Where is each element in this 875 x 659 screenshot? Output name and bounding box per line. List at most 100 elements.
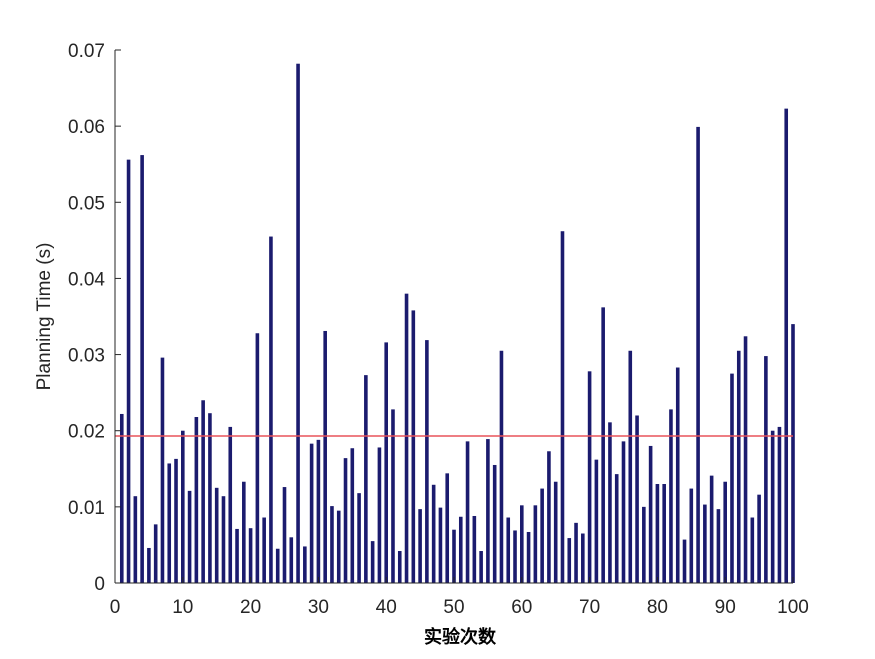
x-tick-label: 70: [579, 597, 600, 618]
bar-3: [133, 496, 138, 583]
bar-37: [364, 375, 368, 583]
bar-95: [757, 494, 761, 583]
bar-77: [635, 415, 639, 583]
bar-98: [777, 426, 782, 583]
y-tick-label: 0.05: [68, 193, 105, 214]
bar-91: [730, 373, 734, 583]
bar-21: [255, 333, 260, 583]
bar-36: [357, 493, 361, 583]
bar-44: [411, 310, 416, 583]
x-ticks-group: 0 10 20 30 40 50 60 70 80 90 100: [110, 577, 809, 618]
bar-8: [167, 463, 172, 583]
bar-10: [181, 430, 185, 583]
bar-61: [526, 531, 531, 583]
bar-84: [682, 539, 687, 583]
bar-7: [160, 357, 165, 583]
x-tick-label: 30: [308, 597, 329, 618]
bar-81: [662, 484, 666, 583]
bar-70: [587, 371, 592, 583]
bar-4: [140, 155, 144, 583]
bar-92: [736, 350, 741, 583]
bar-2: [126, 159, 131, 583]
y-tick-label: 0.07: [68, 41, 105, 62]
bar-71: [594, 459, 599, 583]
bar-55: [486, 439, 490, 583]
bar-100: [791, 324, 795, 583]
bar-19: [242, 481, 246, 583]
bar-6: [153, 524, 158, 583]
bar-93: [743, 336, 748, 583]
bar-87: [703, 504, 707, 583]
bar-31: [323, 330, 327, 583]
bar-52: [465, 441, 470, 583]
bar-15: [214, 487, 219, 583]
bar-97: [770, 430, 775, 583]
bar-56: [492, 464, 497, 583]
bar-76: [628, 350, 633, 583]
y-tick-label: 0.02: [68, 422, 105, 443]
bar-29: [309, 443, 314, 583]
x-tick-label: 10: [172, 597, 193, 618]
bar-1: [119, 413, 124, 583]
bar-11: [187, 490, 192, 583]
bar-28: [303, 546, 307, 583]
bar-14: [208, 413, 212, 583]
bar-59: [513, 530, 517, 583]
x-tick-label: 80: [647, 597, 668, 618]
bar-64: [547, 451, 551, 583]
bar-90: [723, 481, 727, 583]
bar-26: [289, 537, 294, 583]
bar-22: [262, 517, 266, 583]
bar-48: [438, 507, 443, 583]
bar-9: [174, 458, 178, 583]
bar-54: [479, 551, 483, 583]
y-tick-label: 0.03: [68, 346, 105, 367]
bar-13: [201, 400, 205, 583]
bar-89: [716, 509, 721, 583]
y-tick-label: 0.04: [68, 269, 105, 290]
bar-25: [282, 487, 287, 583]
y-tick-label: 0.06: [68, 117, 105, 138]
bar-17: [228, 426, 233, 583]
bar-85: [689, 488, 694, 583]
bar-30: [316, 439, 321, 583]
bar-47: [431, 484, 436, 583]
bar-46: [425, 340, 429, 583]
bar-75: [621, 441, 626, 583]
bar-63: [540, 488, 544, 583]
bar-5: [147, 547, 151, 583]
bar-45: [418, 509, 422, 583]
bar-34: [343, 458, 348, 583]
bar-69: [581, 533, 585, 583]
y-ticks-group: 0 0.01 0.02 0.03 0.04 0.05 0.06 0.07: [68, 41, 121, 595]
bar-40: [384, 342, 388, 583]
x-tick-label: 90: [715, 597, 736, 618]
y-axis-label: Planning Time (s): [34, 243, 55, 391]
bar-67: [567, 538, 572, 583]
bar-16: [221, 496, 226, 583]
bar-57: [499, 350, 504, 583]
bar-78: [642, 506, 646, 583]
bars-group: [119, 63, 795, 584]
x-tick-label: 60: [511, 597, 532, 618]
bar-99: [784, 108, 789, 583]
bar-23: [269, 236, 273, 584]
bar-60: [520, 505, 524, 583]
bar-66: [560, 231, 565, 583]
bar-88: [709, 475, 714, 583]
bar-50: [452, 529, 456, 583]
y-tick-label: 0.01: [68, 498, 105, 519]
x-tick-label: 50: [443, 597, 464, 618]
bar-79: [648, 445, 653, 583]
bar-42: [397, 551, 402, 583]
bar-65: [553, 481, 558, 583]
bar-68: [574, 522, 578, 583]
bar-53: [472, 515, 477, 583]
bar-24: [275, 548, 280, 583]
bar-18: [235, 528, 239, 583]
bar-49: [445, 473, 450, 583]
bar-74: [614, 474, 619, 583]
y-tick-label: 0: [94, 574, 105, 595]
